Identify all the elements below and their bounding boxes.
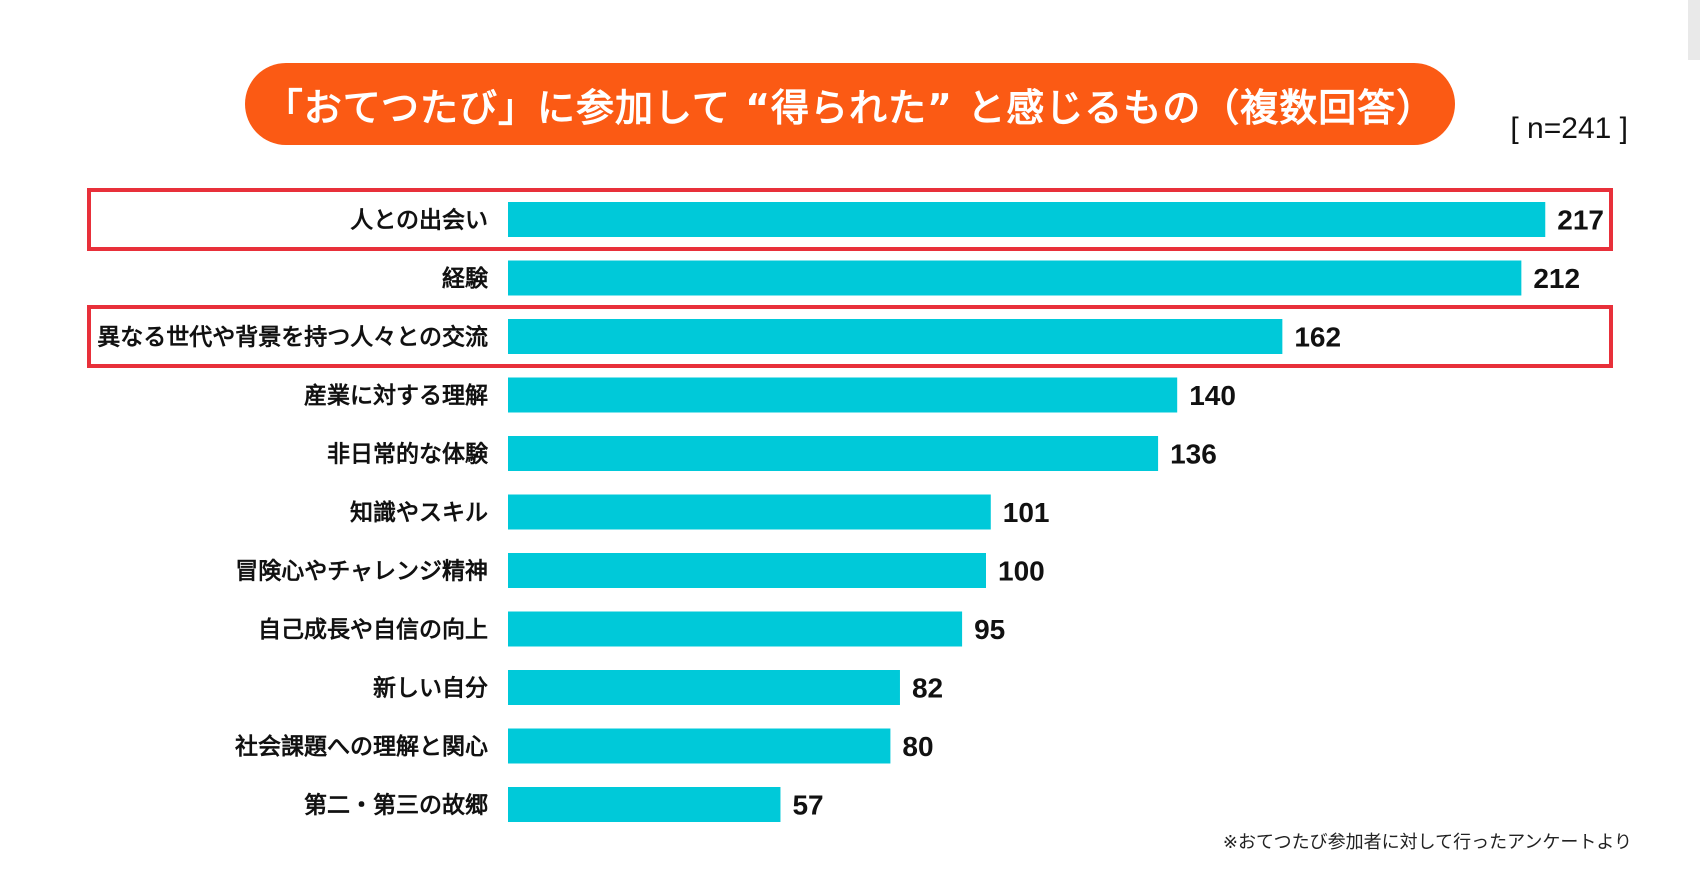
chart-title-banner: 「おてつたび」に参加して “得られた” と感じるもの（複数回答） — [245, 63, 1455, 145]
category-label: 冒険心やチャレンジ精神 — [235, 558, 488, 585]
highlight-box — [87, 188, 1613, 251]
footnote: ※おてつたび参加者に対して行ったアンケートより — [1222, 832, 1632, 853]
category-label: 新しい自分 — [373, 675, 488, 702]
sample-size-label: [ n=241 ] — [1510, 112, 1628, 145]
window-edge — [1688, 0, 1700, 60]
highlight-box — [87, 305, 1613, 368]
bar — [508, 202, 1546, 237]
category-label: 経験 — [442, 265, 489, 292]
bar — [508, 377, 1178, 413]
bar — [508, 728, 891, 764]
category-label: 非日常的な体験 — [327, 441, 489, 468]
category-label: 第二・第三の故郷 — [304, 792, 488, 819]
data-label: 101 — [1003, 497, 1050, 528]
bar — [508, 611, 963, 647]
category-label: 人との出会い — [350, 207, 488, 234]
data-label: 217 — [1557, 205, 1604, 236]
bar — [508, 319, 1283, 354]
bar — [508, 787, 781, 822]
bar — [508, 670, 900, 705]
data-label: 162 — [1294, 322, 1341, 353]
data-label: 80 — [902, 731, 933, 762]
data-label: 82 — [912, 673, 943, 704]
data-label: 140 — [1189, 380, 1236, 411]
data-label: 57 — [792, 790, 823, 821]
chart-title: 「おてつたび」に参加して “得られた” と感じるもの（複数回答） — [264, 85, 1436, 130]
data-label: 212 — [1533, 263, 1580, 294]
bar — [508, 494, 991, 530]
data-label: 100 — [998, 556, 1045, 587]
data-label: 136 — [1170, 439, 1217, 470]
category-label: 産業に対する理解 — [304, 382, 488, 409]
category-label: 自己成長や自信の向上 — [258, 616, 488, 643]
bar — [508, 260, 1522, 296]
bar — [508, 436, 1159, 471]
bar — [508, 553, 986, 588]
category-label: 知識やスキル — [350, 499, 488, 526]
data-label: 95 — [974, 614, 1005, 645]
category-label: 社会課題への理解と関心 — [235, 733, 488, 760]
category-label: 異なる世代や背景を持つ人々との交流 — [97, 324, 488, 351]
